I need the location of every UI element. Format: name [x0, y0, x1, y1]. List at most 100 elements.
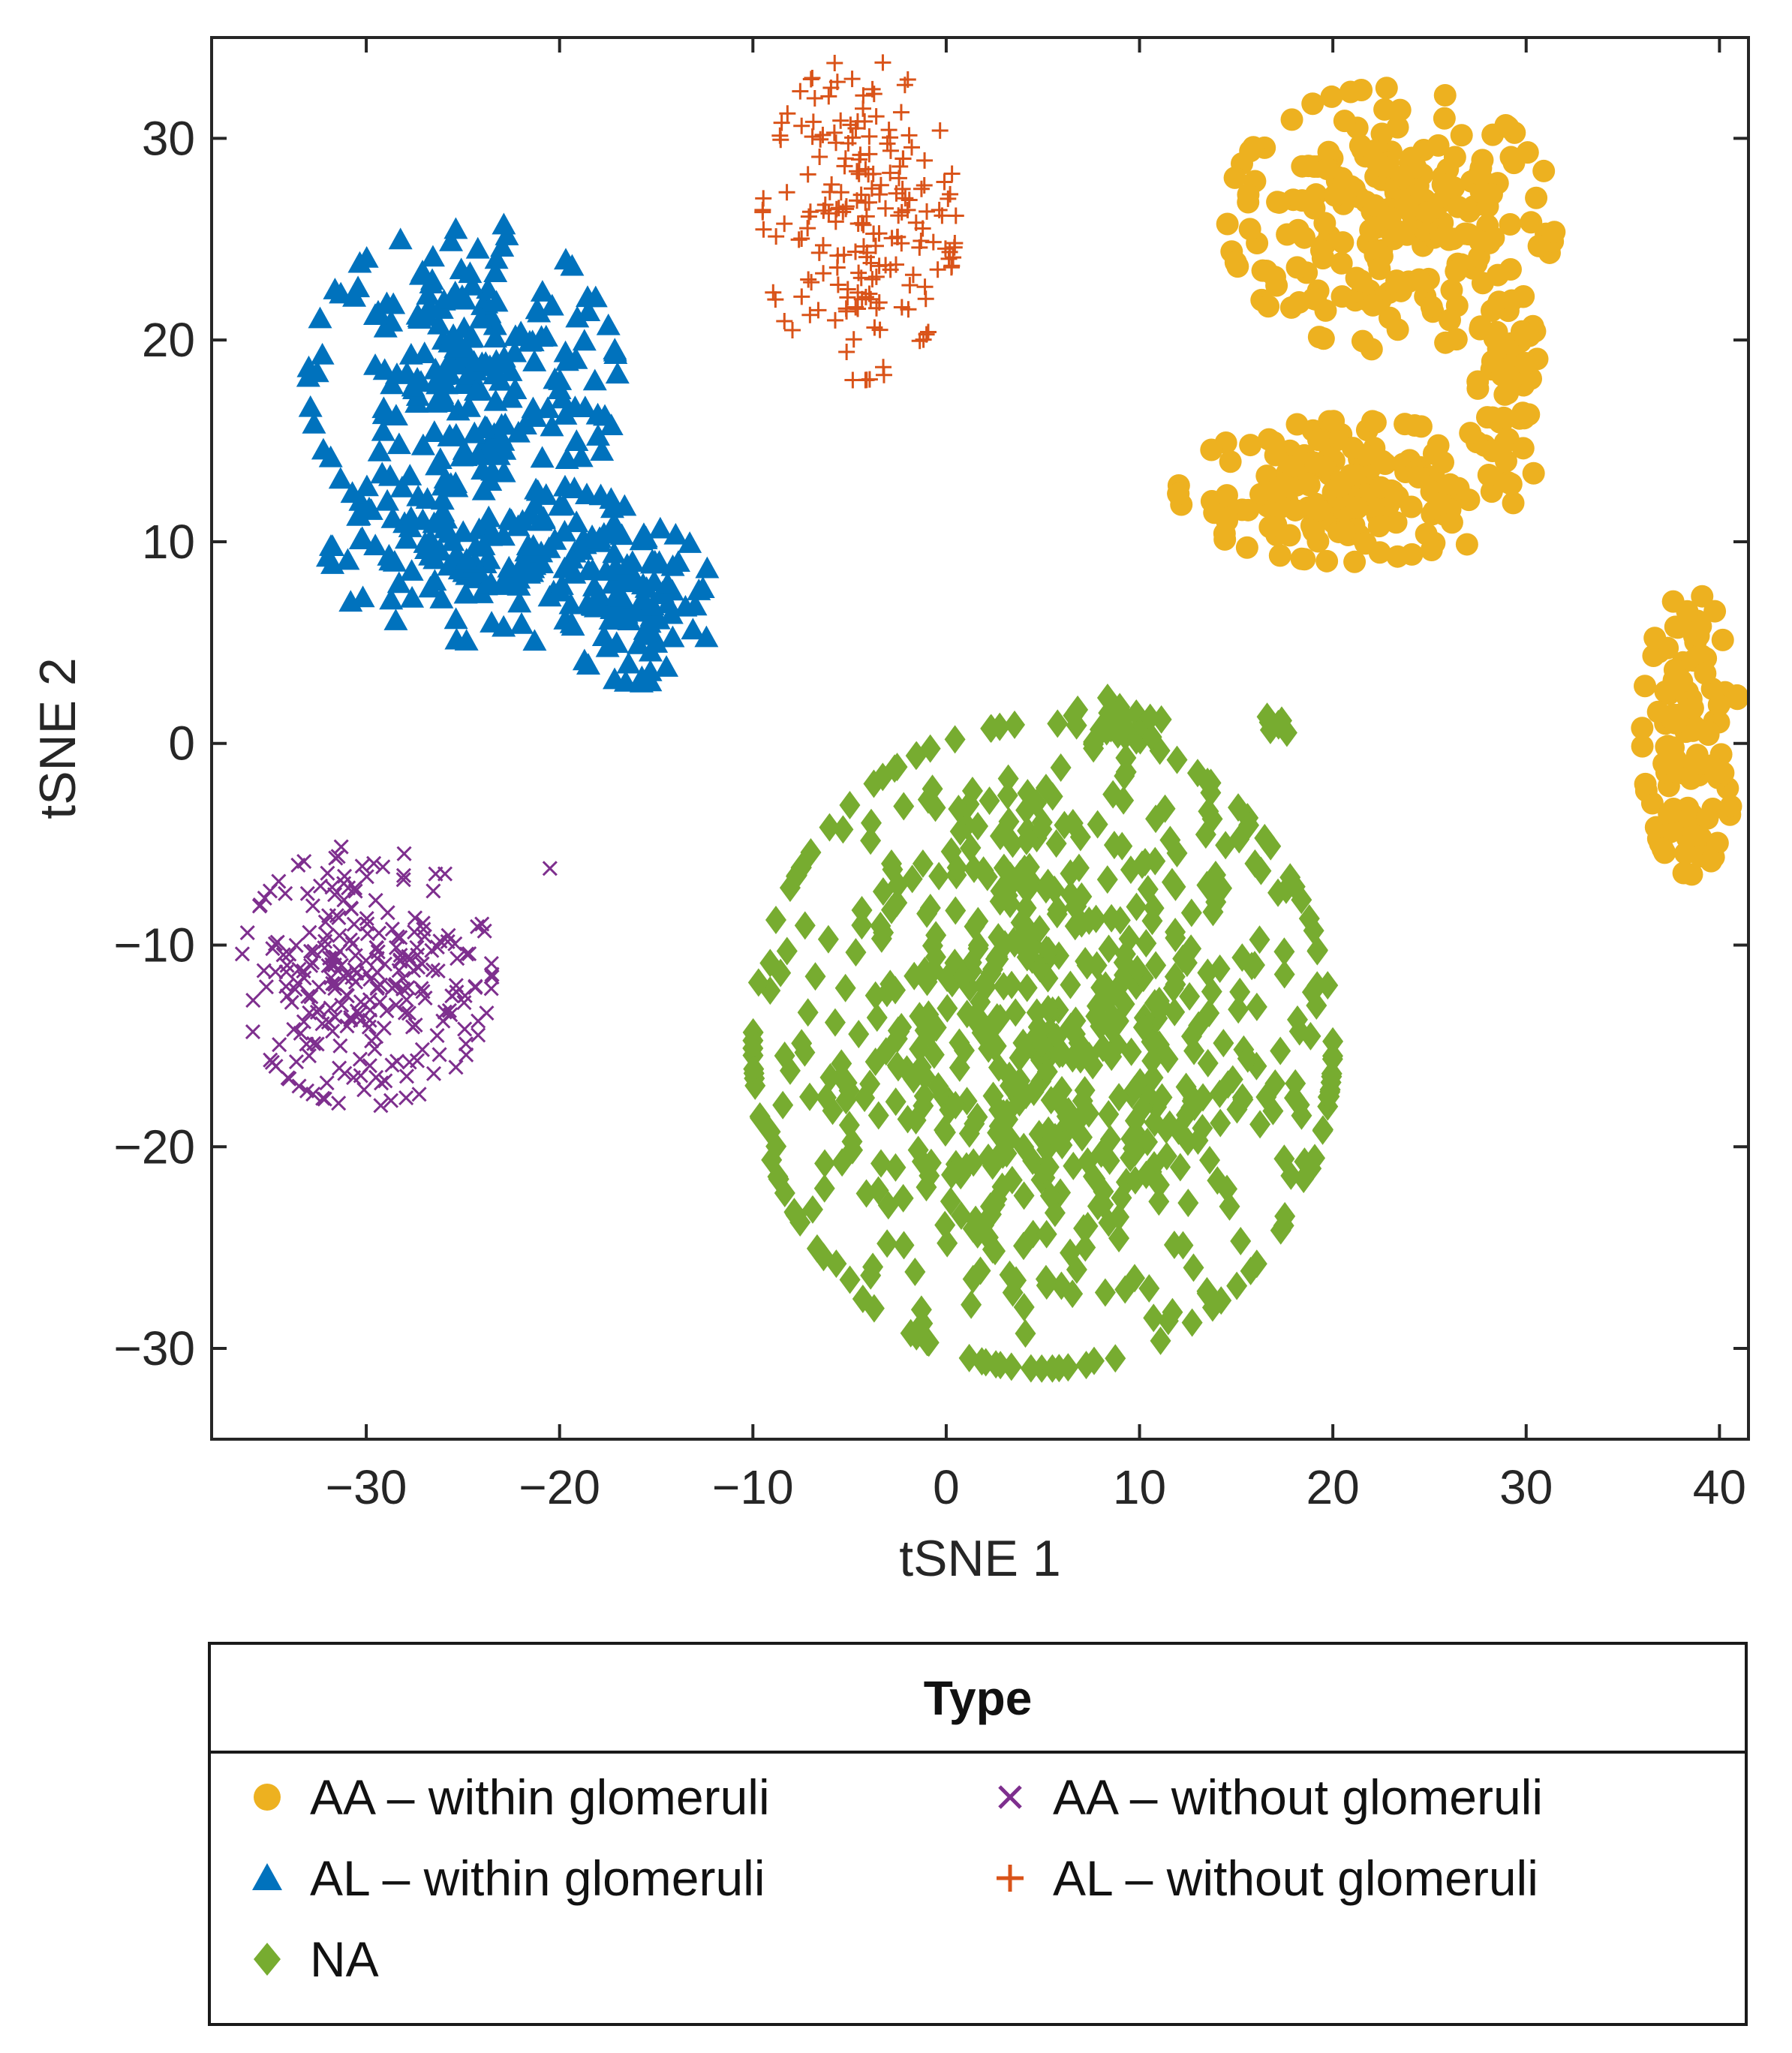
data-point-plus [947, 207, 964, 224]
data-point-triangle [423, 357, 448, 380]
data-point-diamond [980, 959, 1002, 988]
data-point-triangle [467, 517, 492, 540]
data-point-plus [872, 176, 889, 194]
data-point-diamond [1029, 915, 1051, 944]
data-point-triangle [483, 260, 508, 283]
data-point-diamond [1015, 1319, 1036, 1348]
data-point-plus [839, 289, 856, 306]
data-point-diamond [997, 781, 1018, 810]
data-point-triangle [370, 461, 395, 484]
data-point-x [462, 946, 477, 962]
data-point-circle [1302, 451, 1325, 474]
data-point-x [359, 916, 375, 932]
data-point-diamond [1132, 1013, 1154, 1042]
data-point-diamond [1246, 1249, 1267, 1279]
data-point-circle [1511, 437, 1535, 460]
data-point-diamond [1054, 810, 1075, 840]
data-point-circle [1446, 195, 1469, 218]
data-point-x [440, 927, 456, 943]
data-point-x [347, 883, 363, 899]
data-point-triangle [386, 571, 411, 594]
data-point-diamond [1069, 1037, 1090, 1066]
data-point-plus [893, 299, 910, 316]
data-point-x [366, 855, 382, 871]
data-point-circle [1483, 327, 1506, 350]
data-point-plus [913, 180, 930, 197]
data-point-x [333, 957, 350, 973]
data-point-plus [838, 343, 855, 360]
data-point-diamond [916, 1173, 937, 1202]
data-point-diamond [1181, 1308, 1203, 1337]
data-point-circle [1480, 299, 1503, 322]
data-point-triangle [483, 362, 507, 385]
data-point-circle [1499, 473, 1523, 496]
data-point-triangle [663, 522, 688, 545]
data-point-x [386, 978, 403, 994]
data-point-diamond [961, 1290, 982, 1319]
data-point-plus [916, 152, 934, 169]
data-point-diamond [1126, 892, 1147, 921]
data-point-plus [803, 274, 820, 291]
data-point-circle [1527, 234, 1550, 257]
data-point-diamond [934, 1118, 956, 1147]
data-point-triangle [458, 261, 483, 284]
data-point-plus [790, 231, 807, 248]
data-point-circle [1363, 194, 1386, 217]
data-point-x [479, 1005, 495, 1021]
data-point-triangle [611, 564, 636, 587]
data-point-diamond [765, 1132, 787, 1161]
data-point-x [306, 1036, 322, 1051]
data-point-triangle [583, 285, 608, 308]
data-point-x [364, 1033, 380, 1049]
data-point-x [252, 897, 268, 913]
data-point-diamond [1087, 1192, 1108, 1221]
data-point-triangle [600, 597, 624, 619]
data-point-x [332, 927, 347, 943]
data-point-diamond [1255, 1082, 1277, 1111]
data-point-plus [849, 113, 866, 130]
data-point-plus [907, 214, 925, 231]
data-point-circle [1282, 455, 1305, 478]
data-point-diamond [949, 817, 971, 846]
data-point-diamond [813, 1174, 835, 1203]
data-point-diamond [962, 1264, 984, 1294]
data-point-plus [800, 271, 817, 288]
data-point-diamond [886, 888, 908, 918]
data-point-x [470, 918, 486, 934]
data-point-plus [865, 86, 882, 103]
data-point-diamond [1099, 1146, 1120, 1175]
data-point-triangle [340, 481, 365, 503]
data-point-triangle [380, 506, 405, 528]
data-point-diamond [993, 1099, 1015, 1128]
data-point-circle [1493, 383, 1517, 406]
data-point-x [265, 941, 281, 957]
data-point-triangle [553, 403, 578, 425]
data-point-x [372, 994, 388, 1010]
data-point-triangle [460, 273, 485, 296]
data-point-circle [1203, 501, 1226, 525]
data-point-x [296, 970, 312, 986]
data-point-triangle [530, 446, 555, 468]
data-point-x [410, 959, 426, 975]
data-point-diamond [997, 764, 1019, 793]
data-point-diamond [1144, 1108, 1165, 1138]
data-point-triangle [329, 281, 353, 304]
data-point-circle [1379, 206, 1402, 230]
data-point-diamond [1288, 1090, 1310, 1120]
data-point-plus [820, 88, 837, 105]
data-point-circle [1224, 251, 1247, 274]
data-point-x [272, 1037, 287, 1053]
data-point-diamond [1092, 1033, 1114, 1063]
data-point-plus [882, 129, 899, 146]
data-point-triangle [318, 534, 343, 556]
data-point-circle [1322, 410, 1346, 433]
data-point-triangle [574, 482, 599, 504]
data-point-diamond [1148, 1171, 1170, 1200]
data-point-circle [1375, 77, 1398, 100]
data-point-diamond [920, 1148, 942, 1177]
data-point-x [317, 940, 332, 956]
data-point-triangle [626, 632, 651, 654]
data-point-triangle [498, 359, 523, 381]
data-point-diamond [904, 1257, 926, 1286]
data-point-x [338, 966, 354, 981]
